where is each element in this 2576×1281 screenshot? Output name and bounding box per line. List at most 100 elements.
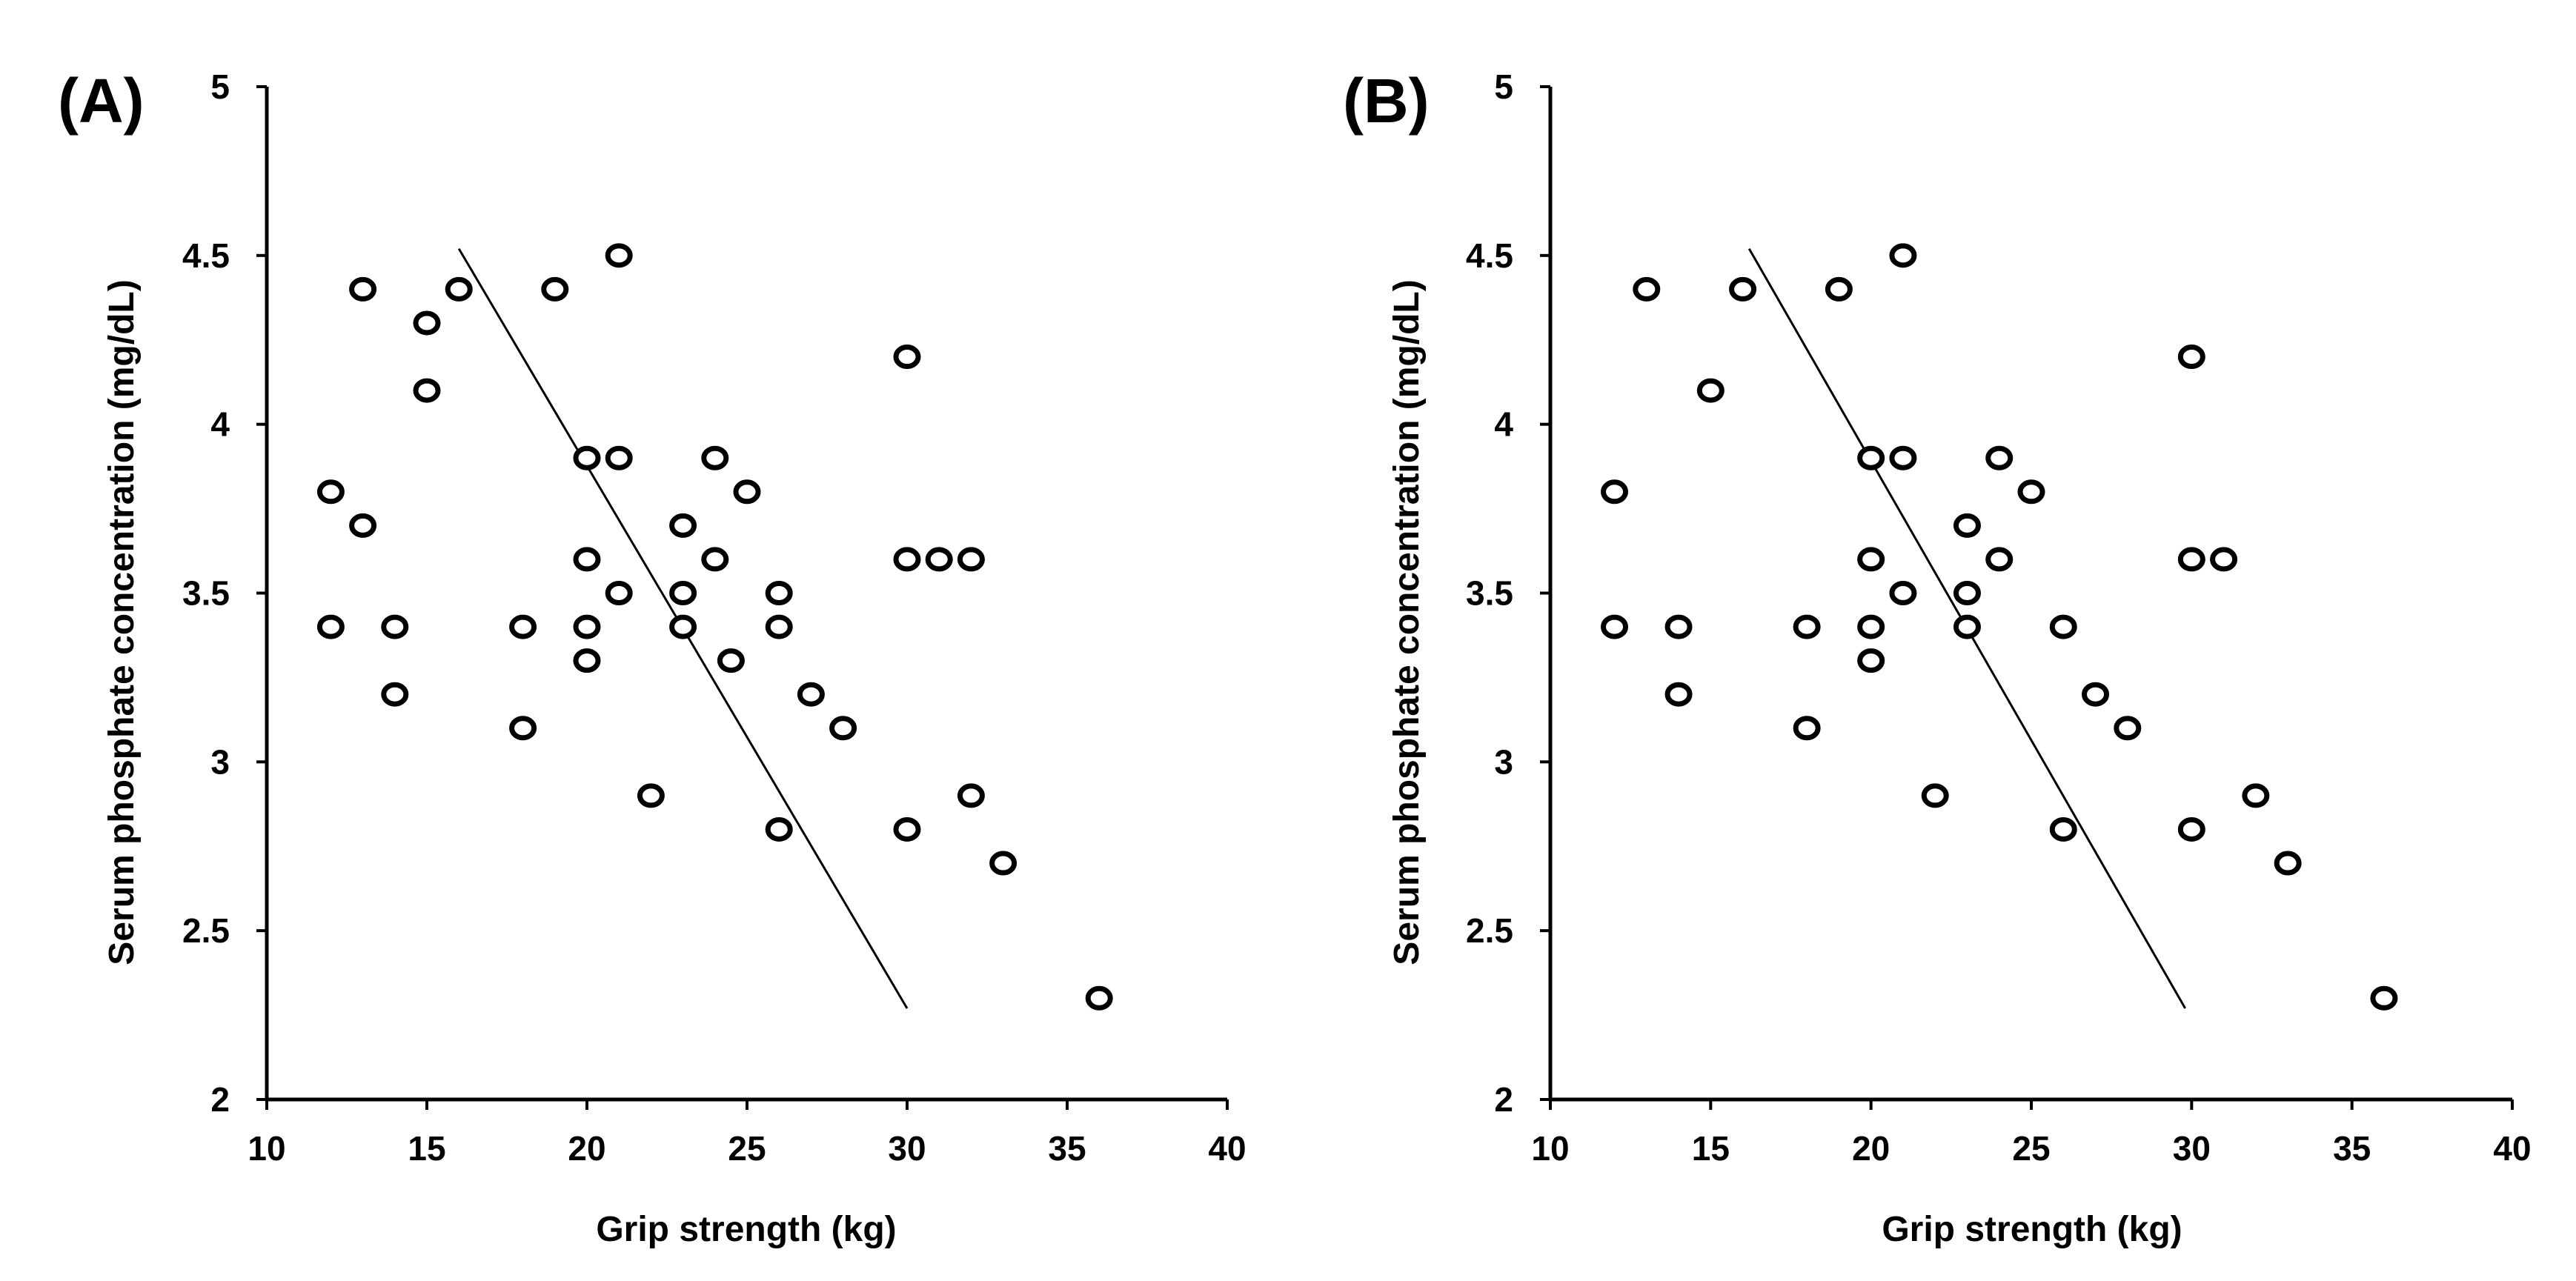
data-point	[701, 547, 729, 572]
y-tick-label: 4	[1494, 405, 1513, 444]
y-tick-label: 2.5	[182, 911, 230, 950]
data-point	[1889, 581, 1917, 605]
data-point	[701, 445, 729, 470]
data-point	[413, 378, 441, 403]
data-point	[669, 513, 697, 538]
data-point	[509, 614, 537, 639]
y-tick-label: 3.5	[1466, 574, 1513, 613]
x-tick-label: 20	[1852, 1129, 1890, 1168]
data-point	[1857, 547, 1885, 572]
data-point	[1985, 547, 2014, 572]
data-point	[316, 479, 345, 505]
data-point	[1633, 276, 1661, 302]
data-point	[893, 345, 921, 370]
x-tick-label: 35	[2333, 1129, 2371, 1168]
data-point	[2274, 851, 2302, 876]
y-tick-label: 3	[210, 742, 230, 781]
data-point	[1825, 276, 1853, 302]
data-point	[445, 276, 473, 302]
data-point	[669, 581, 697, 605]
x-tick-label: 40	[2493, 1129, 2531, 1168]
y-tick-label: 3.5	[182, 574, 230, 613]
y-tick-label: 2.5	[1466, 911, 1513, 950]
x-tick-label: 10	[1531, 1129, 1569, 1168]
y-tick-label: 2	[1494, 1080, 1513, 1119]
data-point	[1985, 445, 2014, 470]
x-tick-label: 15	[408, 1129, 445, 1168]
data-point	[1889, 445, 1917, 470]
data-point	[573, 614, 601, 639]
data-point	[1953, 513, 1981, 538]
data-point	[2114, 716, 2142, 741]
data-point	[2242, 783, 2270, 808]
y-tick-label: 5	[210, 67, 230, 106]
data-point	[509, 716, 537, 741]
data-point	[2177, 345, 2205, 370]
data-point	[1664, 614, 1693, 639]
data-point	[1793, 716, 1821, 741]
data-point	[349, 513, 377, 538]
data-point	[2017, 479, 2045, 505]
data-point	[1921, 783, 1949, 808]
data-point	[2177, 816, 2205, 842]
x-tick-label: 30	[888, 1129, 926, 1168]
data-point	[605, 243, 633, 268]
data-point	[1953, 581, 1981, 605]
data-point	[893, 816, 921, 842]
y-tick-label: 4.5	[182, 236, 230, 275]
y-axis-title: Serum phosphate concentration (mg/dL)	[1387, 279, 1427, 965]
data-point	[1601, 479, 1629, 505]
y-tick-label: 5	[1494, 67, 1513, 106]
data-point	[957, 783, 985, 808]
x-tick-label: 40	[1208, 1129, 1246, 1168]
data-point	[829, 716, 857, 741]
x-tick-label: 20	[568, 1129, 605, 1168]
data-point	[893, 547, 921, 572]
data-point	[573, 547, 601, 572]
data-point	[1696, 378, 1724, 403]
data-point	[637, 783, 665, 808]
data-point	[2177, 547, 2205, 572]
data-point	[733, 479, 761, 505]
data-point	[717, 648, 745, 673]
panel-label: (A)	[58, 66, 145, 136]
x-axis-title: Grip strength (kg)	[1882, 1210, 2182, 1249]
x-tick-label: 15	[1692, 1129, 1730, 1168]
data-point	[669, 614, 697, 639]
x-tick-label: 10	[248, 1129, 285, 1168]
data-point	[1857, 445, 1885, 470]
data-point	[573, 445, 601, 470]
data-point	[573, 648, 601, 673]
data-point	[1601, 614, 1629, 639]
data-point	[1085, 985, 1113, 1011]
data-point	[989, 851, 1018, 876]
data-point	[605, 445, 633, 470]
data-point	[605, 581, 633, 605]
panel-b: (B) Serum phosphate concentration (mg/dL…	[1343, 66, 2532, 1249]
data-point	[381, 682, 409, 707]
data-point	[2049, 816, 2077, 842]
data-point	[765, 581, 793, 605]
data-point	[1857, 648, 1885, 673]
x-tick-label: 25	[2012, 1129, 2050, 1168]
data-point	[349, 276, 377, 302]
data-point	[797, 682, 825, 707]
data-point	[1857, 614, 1885, 639]
data-point	[1889, 243, 1917, 268]
x-tick-label: 35	[1048, 1129, 1086, 1168]
data-point	[1953, 614, 1981, 639]
data-point	[1664, 682, 1693, 707]
data-point	[2049, 614, 2077, 639]
panel-label: (B)	[1343, 66, 1430, 136]
data-point	[2370, 985, 2398, 1011]
data-point	[1729, 276, 1757, 302]
data-point	[765, 816, 793, 842]
y-tick-label: 4	[210, 405, 230, 444]
data-point	[925, 547, 953, 572]
data-point	[413, 310, 441, 336]
data-point	[765, 614, 793, 639]
y-axis-title: Serum phosphate concentration (mg/dL)	[102, 279, 142, 965]
data-point	[1793, 614, 1821, 639]
panel-a: (A) Serum phosphate concentration (mg/dL…	[58, 66, 1246, 1249]
